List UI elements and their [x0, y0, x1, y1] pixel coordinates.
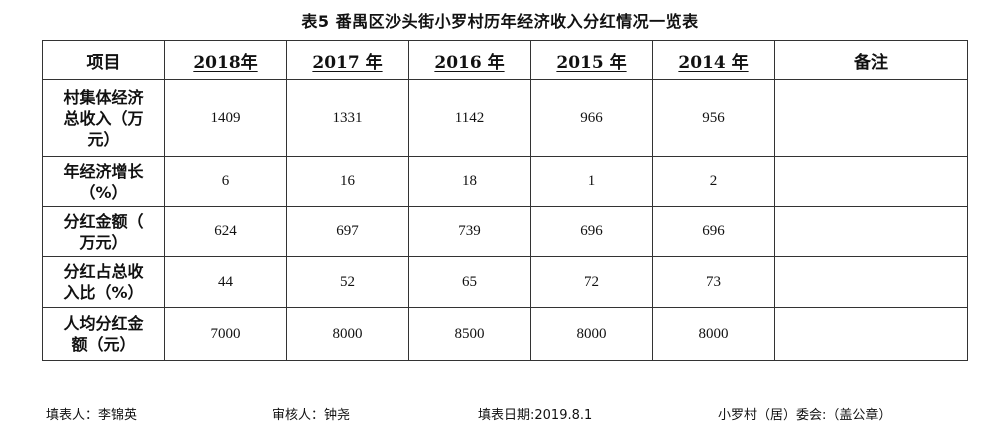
- filler-name: 填表人：李锦英: [46, 408, 138, 423]
- table-cell: 1142: [408, 79, 531, 157]
- header-item: 项目: [42, 40, 165, 80]
- table-cell: 2: [652, 156, 775, 207]
- table-cell: 73: [652, 256, 775, 308]
- table-cell: 8500: [408, 307, 531, 361]
- table-cell: 1331: [286, 79, 409, 157]
- table-cell: 624: [164, 206, 287, 257]
- table-row: 村集体经济 总收入（万 元） 1409 1331 1142 966 956: [42, 79, 968, 157]
- table-row: 分红占总收 入比（%） 44 52 65 72 73: [42, 256, 968, 308]
- table-cell: 65: [408, 256, 531, 308]
- note-cell: [774, 256, 968, 308]
- table-cell: 696: [652, 206, 775, 257]
- committee-seal: 小罗村（居）委会:（盖公章）: [718, 408, 892, 423]
- header-year-2014: 2014 年: [652, 40, 775, 80]
- header-year-2015: 2015 年: [530, 40, 653, 80]
- table-cell: 8000: [530, 307, 653, 361]
- table-cell: 18: [408, 156, 531, 207]
- table-row: 人均分红金 额（元） 7000 8000 8500 8000 8000: [42, 307, 968, 361]
- header-row: 项目 2018年 2017 年 2016 年 2015 年 2014 年 备注: [42, 40, 968, 80]
- table-cell: 72: [530, 256, 653, 308]
- table-cell: 52: [286, 256, 409, 308]
- dividend-table: 项目 2018年 2017 年 2016 年 2015 年 2014 年 备注 …: [42, 40, 968, 361]
- table-cell: 1409: [164, 79, 287, 157]
- table-cell: 697: [286, 206, 409, 257]
- table-title: 表5 番禺区沙头街小罗村历年经济收入分红情况一览表: [301, 12, 699, 31]
- row-label: 分红占总收 入比（%）: [42, 256, 165, 308]
- table-cell: 7000: [164, 307, 287, 361]
- header-year-2017: 2017 年: [286, 40, 409, 80]
- fill-date: 填表日期:2019.8.1: [478, 408, 593, 423]
- note-cell: [774, 156, 968, 207]
- table-row: 年经济增长 （%） 6 16 18 1 2: [42, 156, 968, 207]
- note-cell: [774, 79, 968, 157]
- reviewer-name: 审核人：钟尧: [272, 408, 351, 423]
- note-cell: [774, 206, 968, 257]
- header-note: 备注: [774, 40, 968, 80]
- row-label: 分红金额（ 万元）: [42, 206, 165, 257]
- header-year-2018: 2018年: [164, 40, 287, 80]
- table-cell: 16: [286, 156, 409, 207]
- table-cell: 44: [164, 256, 287, 308]
- table-cell: 956: [652, 79, 775, 157]
- table-cell: 8000: [286, 307, 409, 361]
- table-cell: 1: [530, 156, 653, 207]
- table-cell: 8000: [652, 307, 775, 361]
- table-cell: 6: [164, 156, 287, 207]
- row-label: 年经济增长 （%）: [42, 156, 165, 207]
- note-cell: [774, 307, 968, 361]
- header-year-2016: 2016 年: [408, 40, 531, 80]
- signature-footer: 填表人：李锦英 审核人：钟尧 填表日期:2019.8.1 小罗村（居）委会:（盖…: [0, 404, 1000, 424]
- table-row: 分红金额（ 万元） 624 697 739 696 696: [42, 206, 968, 257]
- table-cell: 739: [408, 206, 531, 257]
- table-cell: 696: [530, 206, 653, 257]
- row-label: 人均分红金 额（元）: [42, 307, 165, 361]
- row-label: 村集体经济 总收入（万 元）: [42, 79, 165, 157]
- table-cell: 966: [530, 79, 653, 157]
